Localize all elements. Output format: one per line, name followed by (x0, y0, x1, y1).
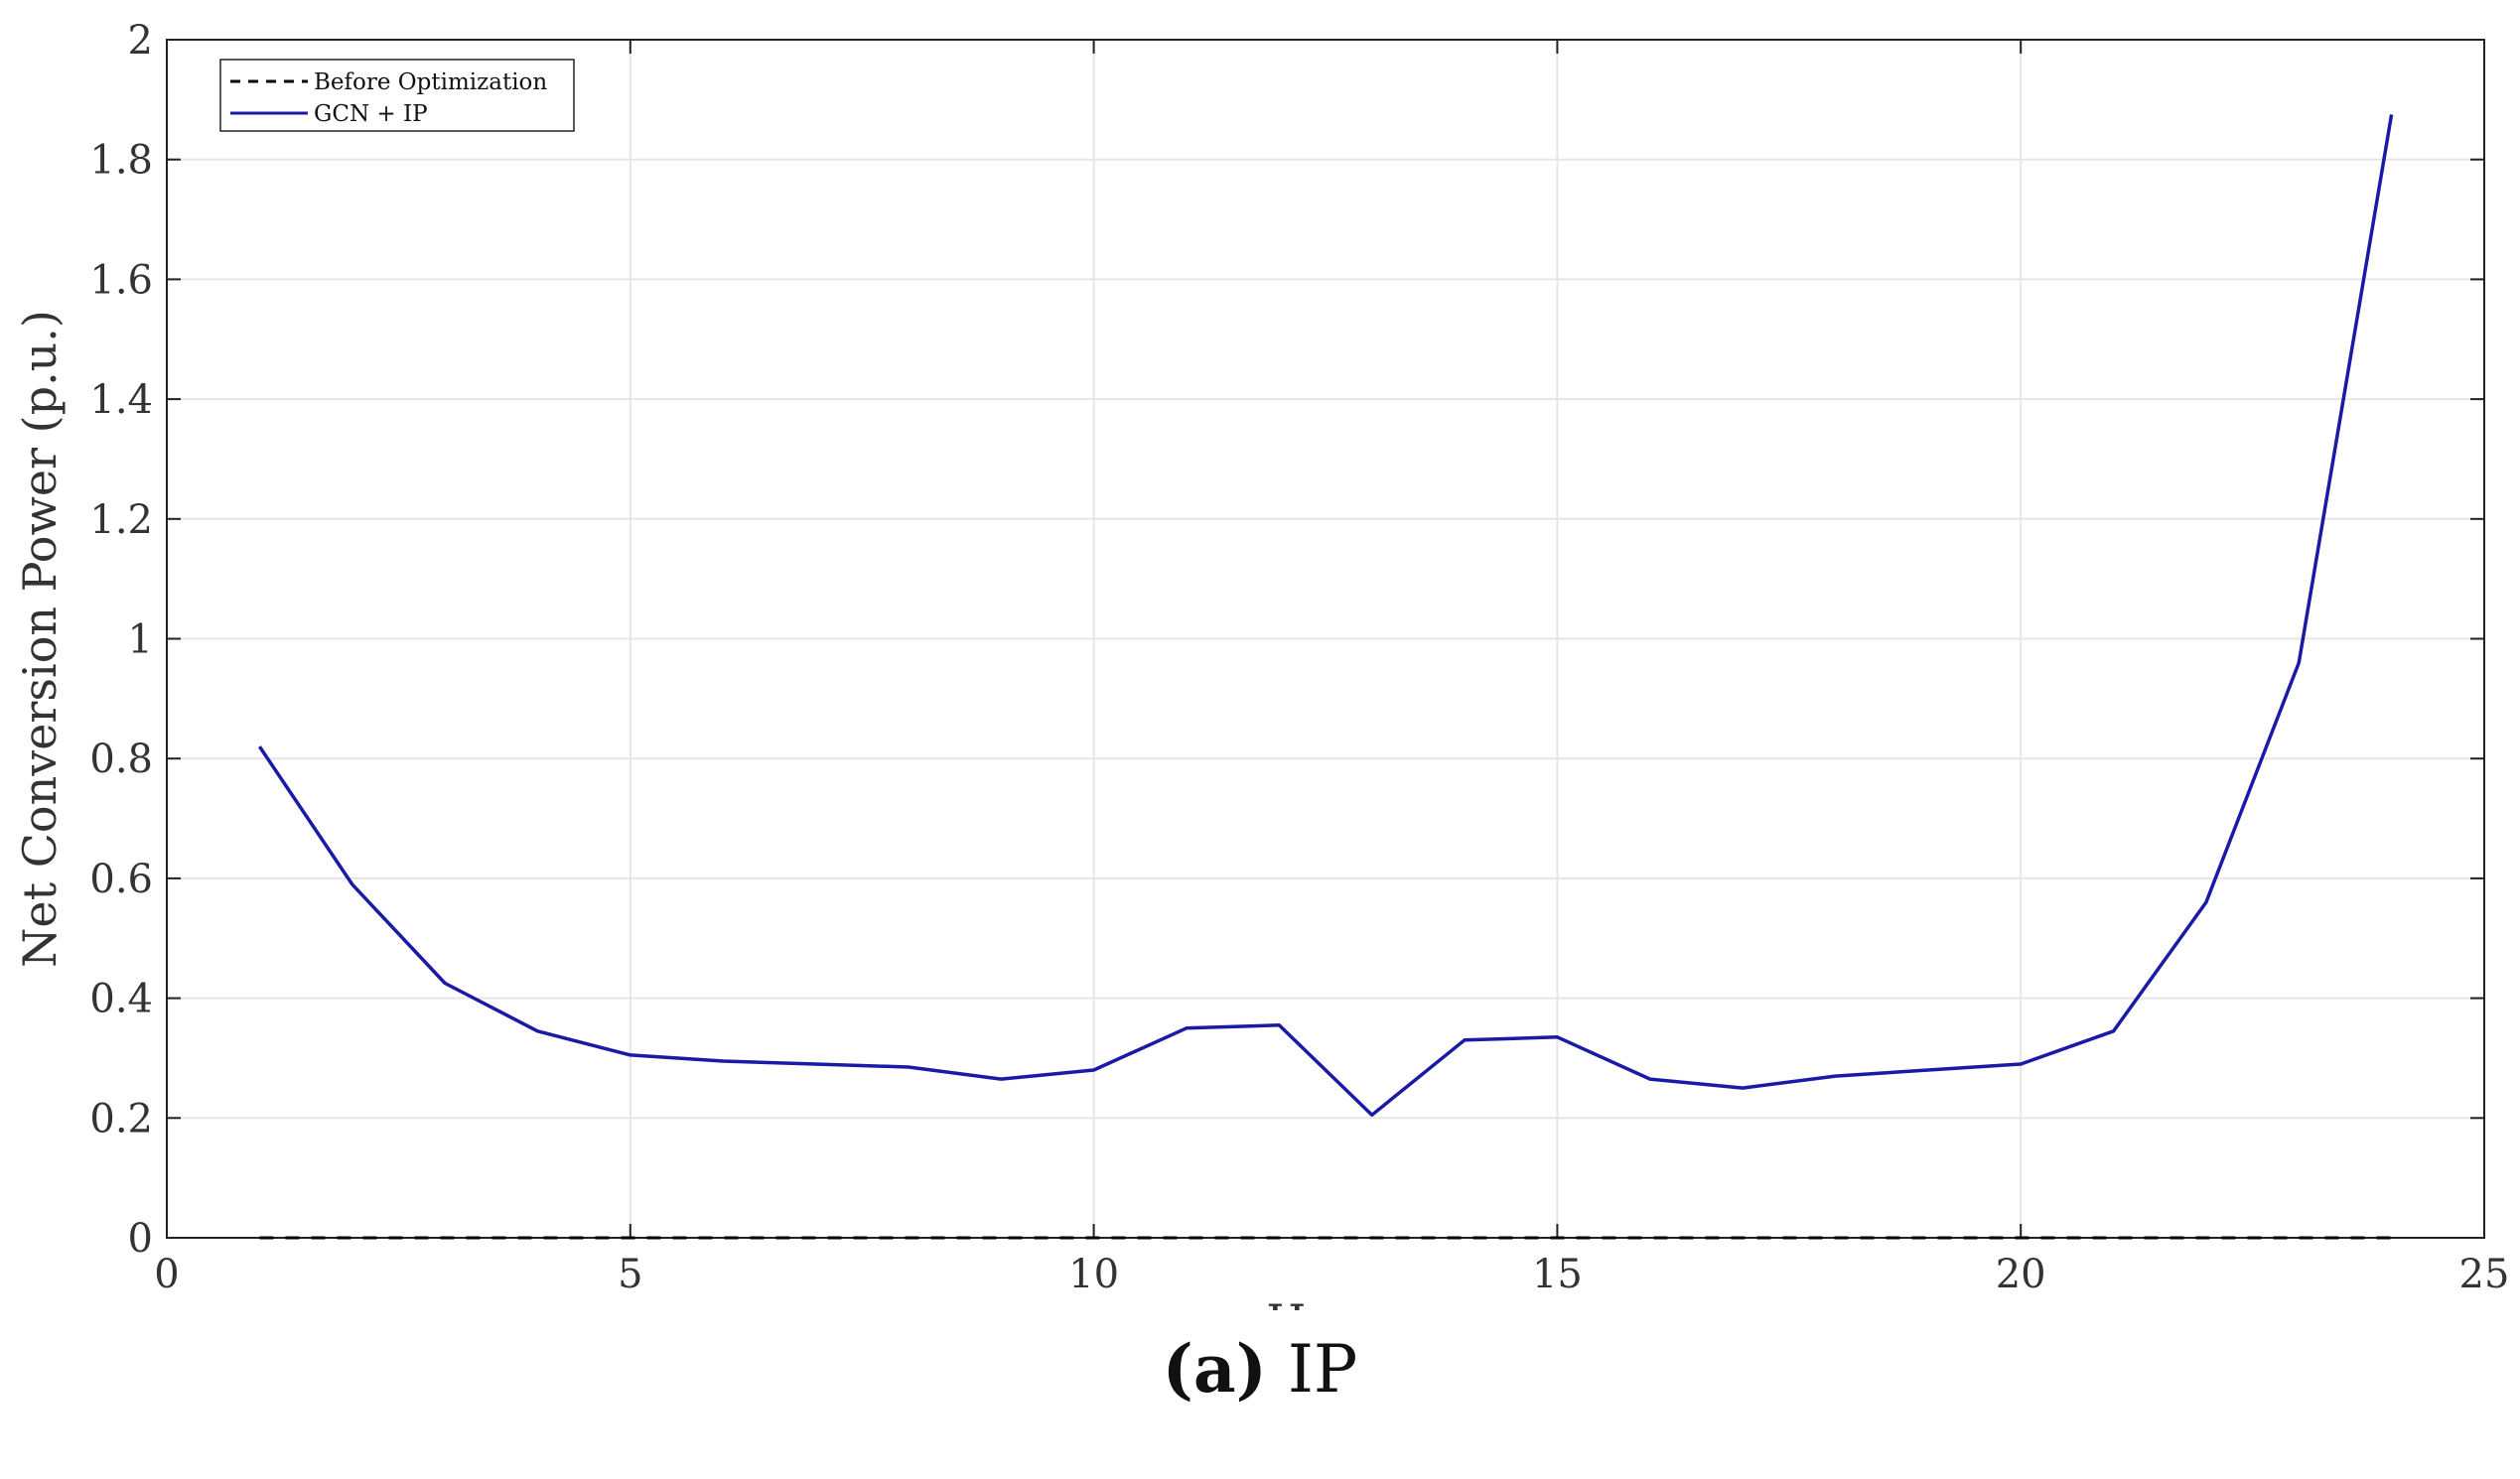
y-tick-label: 1.6 (89, 257, 153, 303)
series-line-gcn-ip (257, 114, 2394, 1118)
tick-marks (166, 39, 2485, 1239)
x-tick-label: 25 (2459, 1252, 2510, 1297)
figure-caption: (a) IP (0, 1330, 2520, 1408)
y-tick-label: 2 (128, 18, 153, 64)
legend-label-gcn-ip: GCN + IP (314, 101, 428, 127)
y-axis-label: Net Conversion Power (p.u.) (13, 310, 67, 968)
x-tick-label: 5 (618, 1252, 642, 1297)
legend: Before Optimization GCN + IP (219, 59, 575, 132)
y-tick-label: 0.8 (89, 737, 153, 782)
x-axis-label: Hour (1266, 1294, 1384, 1310)
y-tick-label: 0.4 (89, 977, 153, 1022)
y-tick-label: 0.2 (89, 1096, 153, 1142)
y-tick-label: 1.4 (89, 377, 153, 423)
chart: 0 5 10 15 20 25 0 0.2 0.4 0.6 0.8 1 1.2 1.4 1.6 1.8 2 Ho… (13, 18, 2509, 1310)
y-tick-label: 1.2 (89, 497, 153, 543)
x-tick-label: 10 (1068, 1252, 1119, 1297)
y-tick-label: 0.6 (89, 857, 153, 902)
tick-labels: 0 5 10 15 20 25 0 0.2 0.4 0.6 0.8 1 1.2 1.4 1.6 1.8 2 (89, 18, 2509, 1297)
legend-box (219, 59, 575, 132)
grid-lines (166, 39, 2485, 1239)
caption-label: (a) (1162, 1330, 1267, 1408)
legend-label-before-optimization: Before Optimization (314, 69, 547, 95)
y-tick-label: 0 (128, 1216, 153, 1262)
y-tick-label: 1 (128, 617, 153, 663)
x-tick-label: 20 (1996, 1252, 2046, 1297)
caption-text: IP (1287, 1331, 1358, 1408)
y-tick-label: 1.8 (89, 138, 153, 184)
x-tick-label: 0 (154, 1252, 179, 1297)
x-tick-label: 15 (1532, 1252, 1583, 1297)
series-layer (257, 114, 2394, 1240)
